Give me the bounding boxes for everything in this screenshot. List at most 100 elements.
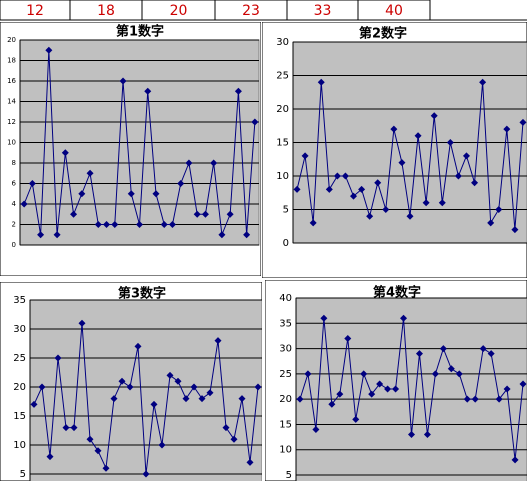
point [142, 470, 150, 478]
y-tick-label: 12 [7, 118, 16, 126]
point [246, 458, 254, 466]
point [328, 400, 336, 408]
point [201, 210, 209, 218]
y-tick-label: 5 [283, 205, 289, 216]
point [333, 172, 341, 180]
y-tick-label: 40 [279, 293, 292, 304]
point [438, 199, 446, 207]
point [214, 337, 222, 345]
y-tick-label: 14 [7, 98, 16, 106]
point [336, 390, 344, 398]
point [218, 231, 226, 239]
y-tick-label: 25 [279, 369, 292, 380]
chart: 0 2 4 6 8 10 12 14 16 18 20 第1数字 [0, 22, 261, 276]
point [103, 221, 111, 228]
cell-value: 33 [314, 3, 332, 19]
point [487, 350, 495, 358]
point [360, 370, 368, 378]
y-tick-label: 15 [276, 138, 289, 149]
point [454, 172, 462, 180]
cell [357, 0, 431, 21]
y-tick-label: 8 [12, 159, 16, 167]
plot-area [295, 297, 527, 481]
point [198, 395, 206, 403]
point [503, 385, 511, 393]
point [251, 118, 259, 126]
point [368, 390, 376, 398]
point [134, 342, 142, 350]
point [463, 395, 471, 403]
y-tick-label: 0 [12, 241, 16, 249]
y-tick-label: 35 [279, 318, 292, 329]
chart-title: 第4数字 [373, 285, 421, 301]
point [430, 112, 438, 120]
point [344, 334, 352, 342]
point [422, 199, 430, 207]
point [193, 210, 201, 218]
point [358, 185, 366, 193]
point [238, 395, 246, 403]
y-tick-label: 10 [279, 445, 292, 456]
cell-value: 12 [26, 3, 44, 19]
point [312, 425, 320, 433]
y-tick-label: 6 [12, 180, 17, 188]
cell-value: 23 [242, 3, 260, 19]
point [519, 380, 527, 388]
point [222, 424, 230, 432]
point [398, 159, 406, 167]
point [431, 370, 439, 378]
point [86, 435, 94, 443]
point [126, 383, 134, 391]
y-tick-label: 25 [13, 353, 26, 364]
point [119, 77, 127, 85]
point [230, 435, 238, 443]
point [309, 219, 317, 227]
y-tick-label: 10 [13, 440, 26, 451]
y-tick-label: 16 [7, 77, 16, 85]
chart: 0 5 10 15 20 25 30 第2数字 [262, 22, 527, 278]
point [511, 226, 519, 234]
point [234, 87, 242, 95]
point [317, 78, 325, 86]
cell-value: 40 [385, 3, 403, 19]
point [341, 172, 349, 180]
point [320, 314, 328, 322]
y-tick-label: 10 [276, 171, 289, 182]
point [206, 389, 214, 397]
plot-area [29, 299, 262, 481]
cell-value: 20 [170, 3, 188, 19]
point [495, 395, 503, 403]
point [158, 441, 166, 449]
point [408, 431, 415, 439]
point [190, 383, 198, 391]
point [374, 179, 382, 187]
y-tick-label: 2 [12, 221, 16, 229]
point [487, 219, 495, 227]
point [423, 431, 431, 439]
point [384, 385, 392, 393]
point [185, 159, 193, 167]
chart-title: 第1数字 [116, 24, 164, 40]
y-tick-label: 20 [7, 36, 16, 44]
point [70, 424, 78, 432]
point [118, 377, 126, 385]
point [254, 383, 262, 391]
y-tick-label: 4 [12, 200, 17, 208]
y-tick-label: 20 [279, 394, 292, 405]
point [102, 464, 110, 472]
point [28, 180, 36, 187]
y-tick-label: 18 [7, 57, 16, 65]
point [86, 169, 94, 177]
point [446, 139, 454, 146]
y-tick-label: 20 [276, 104, 289, 115]
point [37, 231, 45, 239]
point [127, 190, 135, 198]
point [144, 87, 152, 95]
y-tick-label: 10 [7, 139, 16, 147]
point [462, 152, 470, 160]
point [243, 231, 251, 239]
chart-title: 第2数字 [359, 26, 407, 42]
point [152, 190, 160, 198]
point [366, 212, 374, 220]
